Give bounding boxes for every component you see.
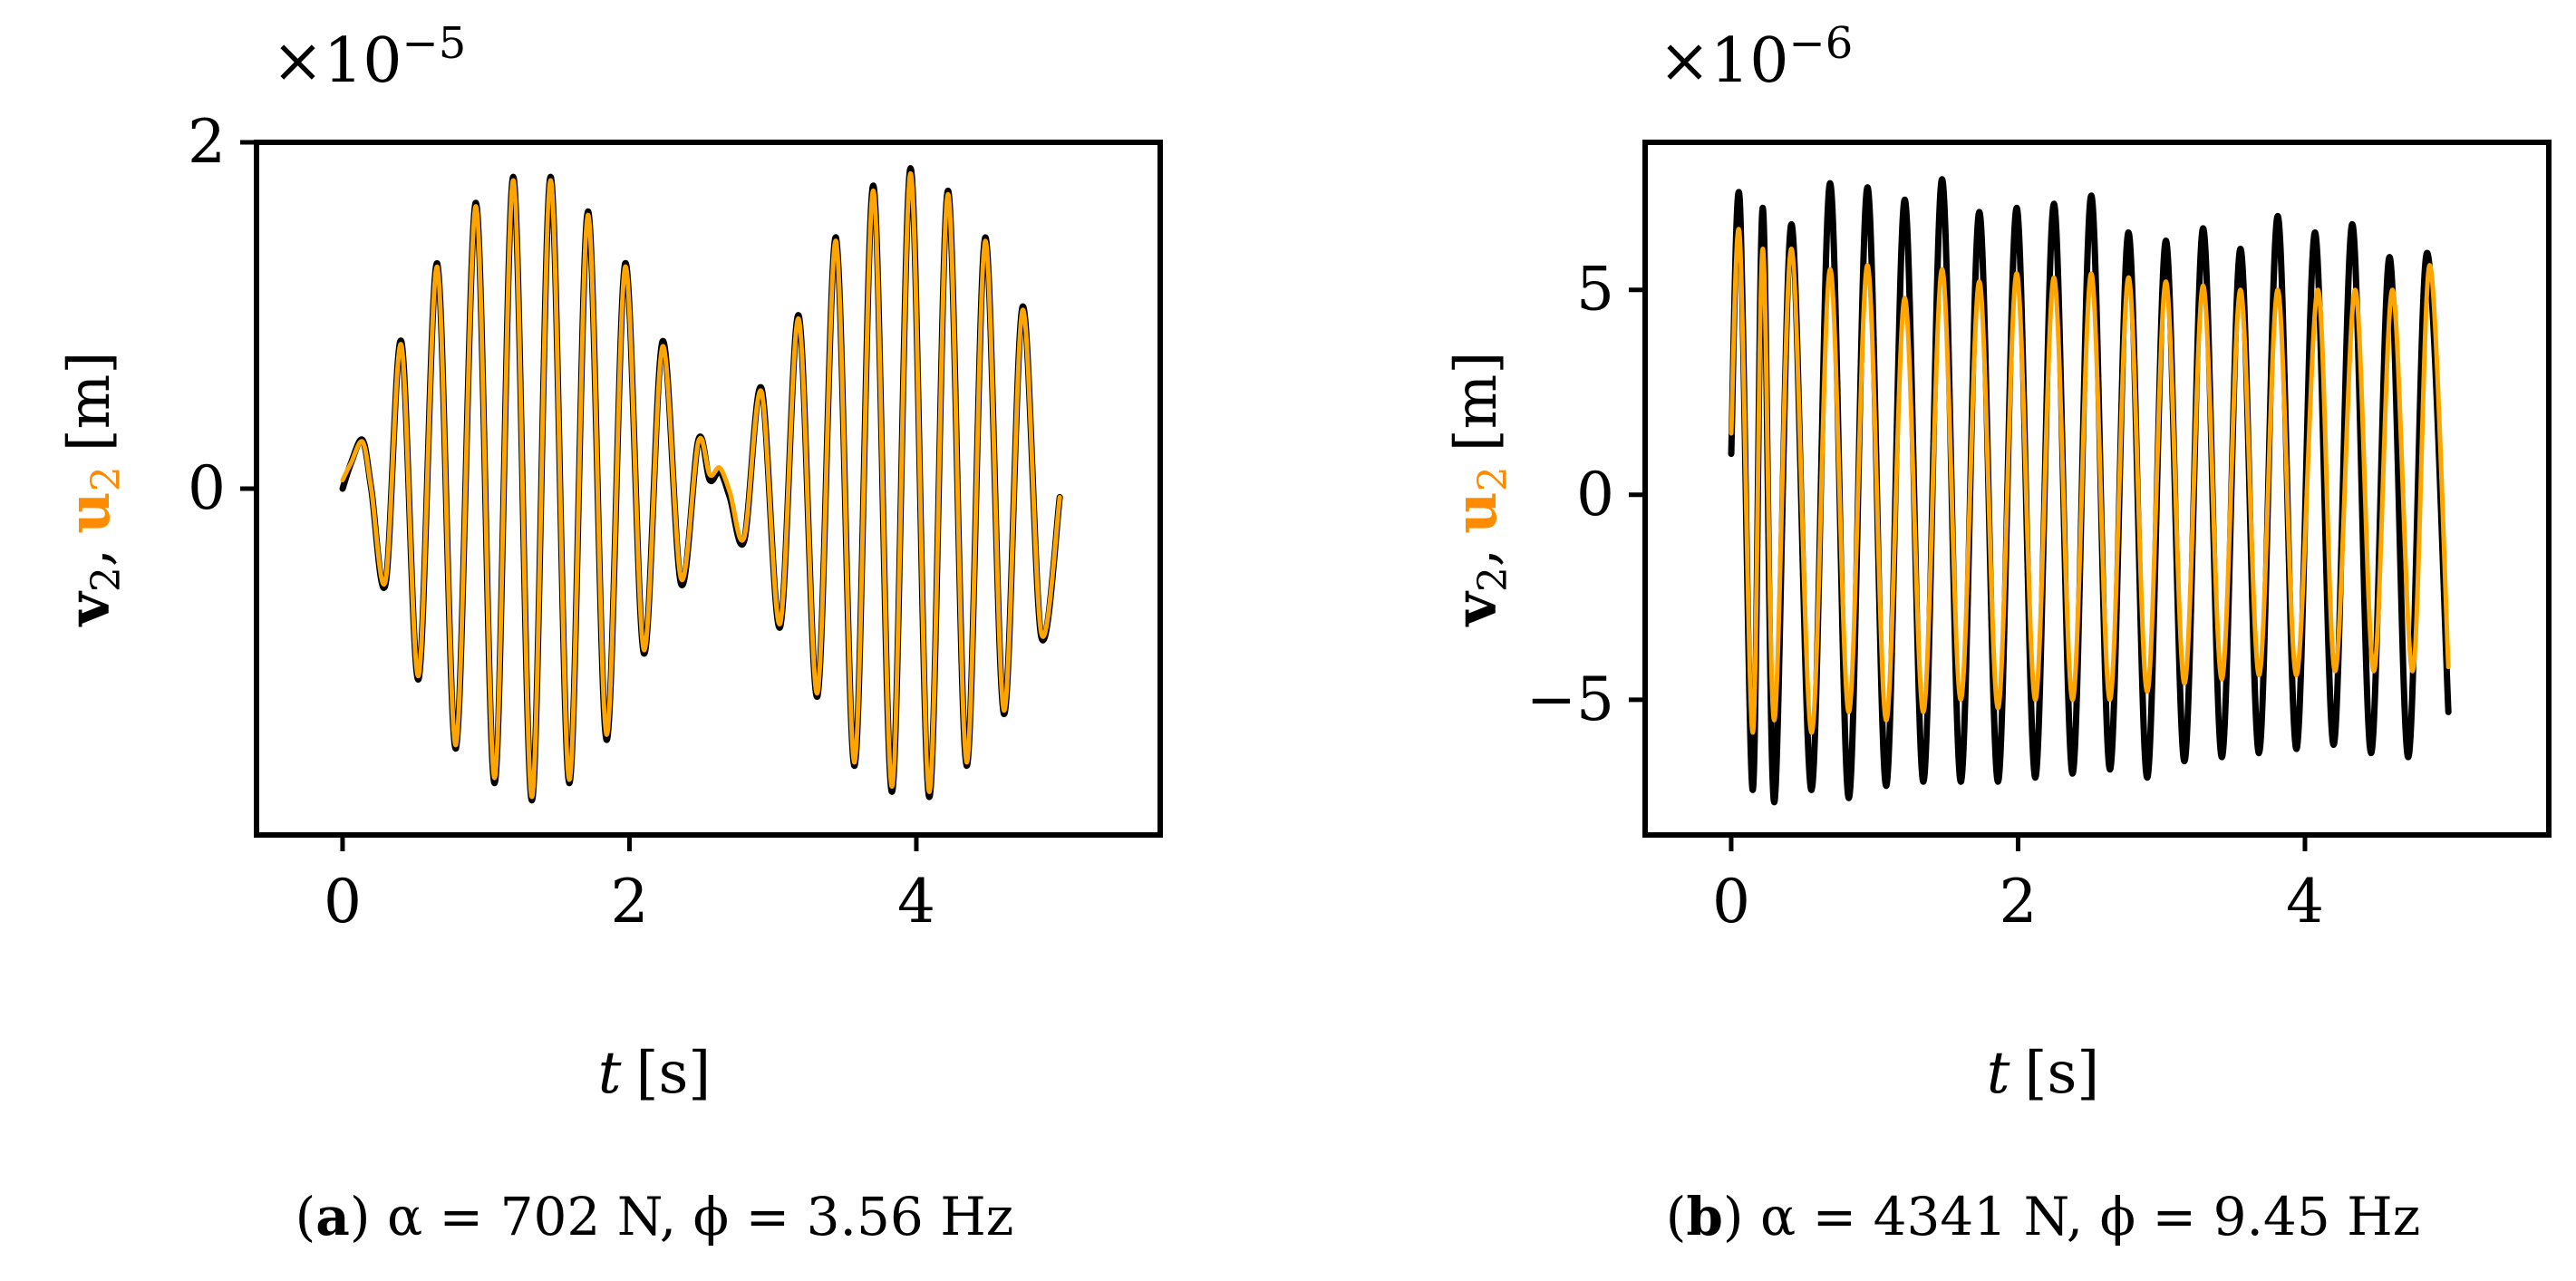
panel-a-x-tick-label: 0	[324, 867, 362, 936]
panel-b-multiplier: ×10−6	[1659, 18, 1853, 97]
panel-a-x-tick-label: 4	[897, 867, 935, 936]
panel-a-xlabel: t [s]	[598, 1040, 712, 1107]
panel-b-ylabel: v2,u2[m]	[1442, 352, 1516, 628]
panel-b-x-tick-label: 4	[2286, 867, 2324, 936]
panel-a-caption: (a) α = 702 N, ϕ = 3.56 Hz	[295, 1186, 1014, 1247]
panel-b-plot-lines	[1728, 176, 2452, 806]
panel-a-ticks: 0 2 4 0 2	[188, 107, 935, 936]
panel-b-series-u2	[1729, 227, 2451, 735]
panel-b-x-tick-label: 0	[1712, 867, 1750, 936]
panel-a: 0 2 4 0 2 ×10−5 v2,u2[m] t [s] (a) α = 702 N,…	[55, 18, 1163, 1247]
panel-b-y-tick-label: 0	[1576, 460, 1614, 529]
panel-b-y-tick-label: −5	[1526, 665, 1614, 734]
panel-b-y-tick-label: 5	[1576, 255, 1614, 325]
panel-a-ylabel: v2,u2[m]	[55, 352, 130, 628]
panel-b-plot-frame	[1642, 140, 2552, 838]
panel-a-multiplier: ×10−5	[272, 18, 466, 97]
panel-b-caption: (b) α = 4341 N, ϕ = 9.45 Hz	[1666, 1186, 2421, 1247]
panel-a-series-u2	[340, 170, 1062, 800]
panel-a-x-tick-label: 2	[610, 867, 648, 936]
panel-b-xlabel: t [s]	[1987, 1040, 2100, 1107]
panel-b: 0 2 4 −5 0 5 ×10−6 v2,u2[m] t [s] (b) α = 4341…	[1442, 18, 2552, 1247]
panel-b-ticks: 0 2 4 −5 0 5	[1526, 255, 2324, 936]
panel-a-plot-lines	[339, 165, 1063, 804]
panel-a-y-tick-label: 0	[188, 453, 226, 523]
panel-a-y-tick-label: 2	[188, 107, 226, 177]
panel-b-x-tick-label: 2	[1999, 867, 2037, 936]
